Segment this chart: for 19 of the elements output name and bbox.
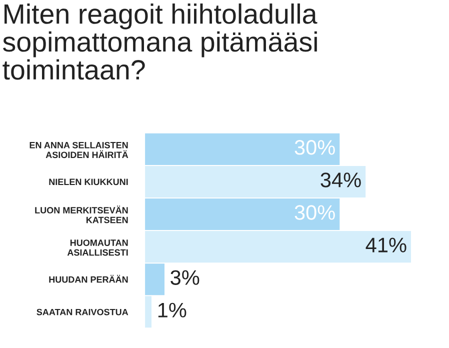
data-label: 41%	[366, 238, 406, 252]
y-tick-label: NIELEN KIUKKUNI	[49, 178, 128, 186]
bar	[145, 166, 366, 198]
bar	[145, 264, 164, 296]
y-tick-label: HUUDAN PERÄÄN	[49, 274, 128, 283]
bar	[145, 133, 340, 165]
y-tick-label: SAATAN RAIVOSTUA	[36, 308, 128, 316]
bar	[145, 198, 340, 230]
data-label: 3%	[170, 270, 200, 285]
data-label: 30%	[294, 205, 335, 220]
y-tick-label: HUOMAUTAN ASIALLISESTI	[67, 240, 128, 256]
y-tick-label: LUON MERKITSEVÄN KATSEEN	[35, 206, 128, 224]
bar	[145, 296, 152, 328]
data-label: 1%	[158, 302, 186, 318]
y-tick-label: EN ANNA SELLAISTEN ASIOIDEN HÄIRITÄ	[30, 142, 128, 158]
chart-title: Miten reagoit hiihtoladulla sopimattomana pitämääsi toimintaan?	[2, 3, 318, 80]
data-label: 30%	[294, 140, 335, 155]
data-label: 34%	[320, 172, 361, 188]
bar	[145, 231, 412, 263]
